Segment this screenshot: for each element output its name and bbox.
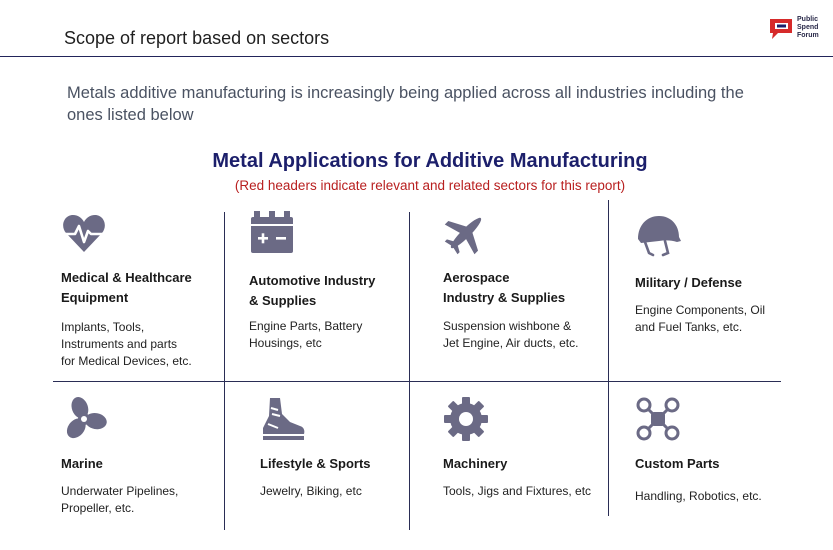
sector-title: Lifestyle & Sports <box>260 456 371 471</box>
public-spend-forum-logo: Public Spend Forum <box>769 16 825 42</box>
sector-title: Machinery <box>443 456 508 471</box>
page-title: Scope of report based on sectors <box>64 28 330 48</box>
grid-vertical-divider <box>608 200 609 516</box>
sector-title: Automotive Industry & Supplies <box>249 273 376 308</box>
military-helmet-icon <box>635 213 681 259</box>
airplane-icon <box>443 210 489 256</box>
sector-title: Military / Defense <box>635 275 742 290</box>
grid-vertical-divider <box>409 212 410 530</box>
heart-pulse-icon <box>61 210 107 256</box>
speech-bubble-logo-icon <box>770 19 792 39</box>
sector-description: Suspension wishbone & Jet Engine, Air duc… <box>443 319 579 350</box>
drone-icon <box>635 396 681 442</box>
propeller-icon <box>61 396 107 442</box>
sector-description: Implants, Tools, Instruments and parts for… <box>61 320 192 368</box>
sector-title: Aerospace Industry & Supplies <box>443 270 566 305</box>
gear-icon <box>443 396 489 442</box>
title-divider <box>0 56 833 57</box>
sector-description: Tools, Jigs and Fixtures, etc <box>443 484 592 498</box>
intro-text: Metals additive manufacturing is increas… <box>67 84 744 124</box>
sector-description: Jewelry, Biking, etc <box>260 484 362 498</box>
sector-description: Underwater Pipelines, Propeller, etc. <box>61 484 179 515</box>
section-subheading: (Red headers indicate relevant and relat… <box>234 178 626 193</box>
grid-vertical-divider <box>224 212 225 530</box>
grid-horizontal-divider <box>53 381 781 382</box>
sector-title: Marine <box>61 456 103 471</box>
sector-description: Engine Components, Oil and Fuel Tanks, et… <box>635 303 766 334</box>
car-battery-icon <box>249 210 295 256</box>
sector-title: Custom Parts <box>635 456 720 471</box>
section-heading: Metal Applications for Additive Manufact… <box>212 150 648 172</box>
sector-title: Medical & Healthcare Equipment <box>61 270 192 305</box>
running-shoe-icon <box>260 396 306 442</box>
sector-description: Handling, Robotics, etc. <box>635 489 762 503</box>
logo-wordmark: Public Spend Forum <box>797 16 819 39</box>
sector-description: Engine Parts, Battery Housings, etc <box>249 319 363 350</box>
